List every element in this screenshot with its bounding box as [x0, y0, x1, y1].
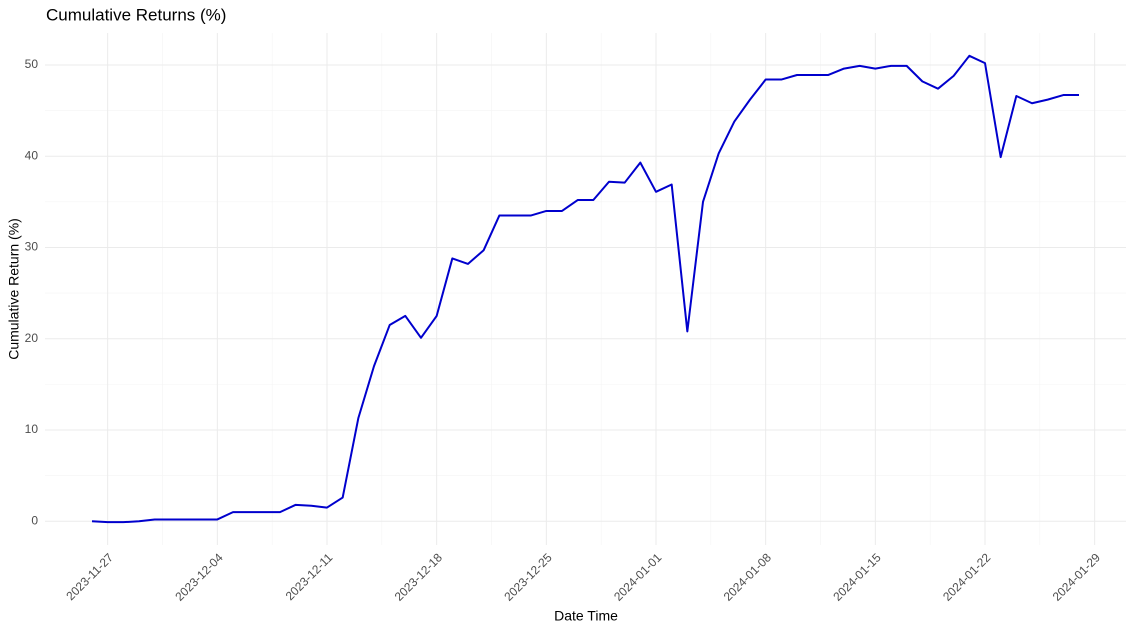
line — [91, 54, 1079, 524]
y-tick-label: 50 — [25, 57, 39, 71]
y-tick-label: 40 — [25, 148, 39, 162]
y-tick-label: 10 — [25, 422, 39, 436]
x-tick-label: 2024-01-01 — [611, 550, 665, 604]
y-tick-label: 0 — [31, 513, 38, 527]
chart-title: Cumulative Returns (%) — [46, 5, 226, 24]
x-tick-label: 2024-01-08 — [721, 550, 775, 604]
y-axis-title: Cumulative Return (%) — [6, 218, 22, 360]
x-tick-label: 2023-12-25 — [501, 550, 555, 604]
x-tick-label: 2023-12-18 — [392, 550, 446, 604]
x-tick-label: 2024-01-29 — [1050, 550, 1104, 604]
x-axis-title: Date Time — [554, 608, 618, 624]
x-tick-label: 2023-11-27 — [63, 550, 116, 603]
x-tick-label: 2023-12-11 — [283, 550, 336, 603]
y-tick-label: 20 — [25, 331, 39, 345]
y-tick-label: 30 — [25, 240, 39, 254]
x-tick-label: 2024-01-15 — [830, 550, 884, 604]
x-tick-label: 2023-12-04 — [172, 550, 226, 604]
x-tick-label: 2024-01-22 — [940, 550, 994, 604]
